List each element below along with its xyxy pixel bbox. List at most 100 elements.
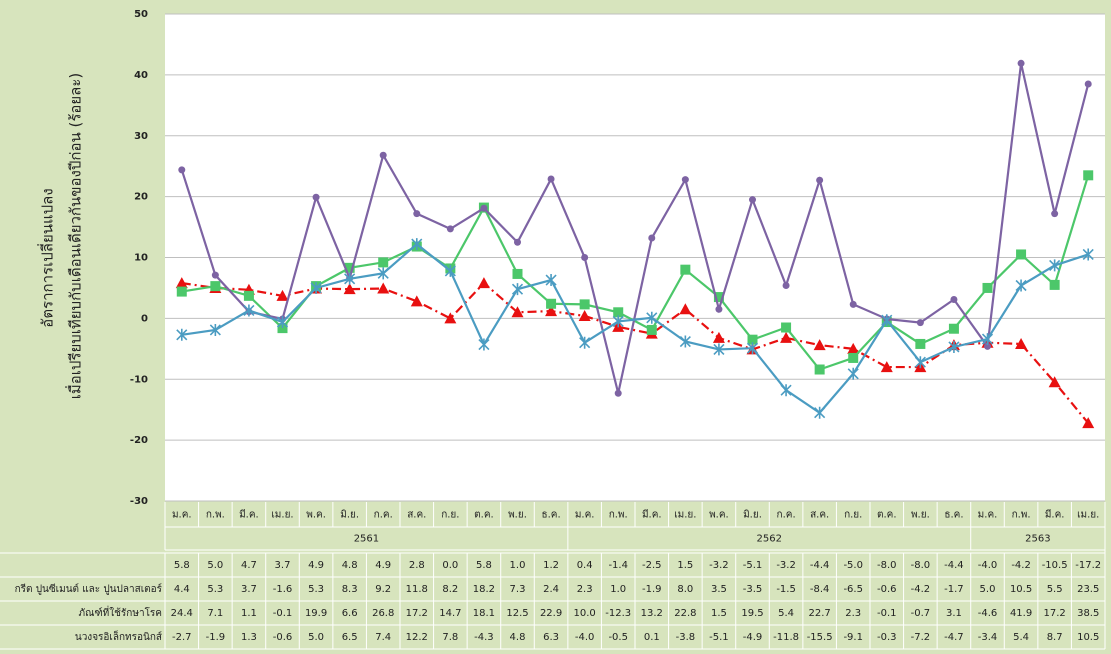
marker: [413, 210, 421, 218]
marker: [1082, 248, 1094, 261]
marker: [847, 342, 860, 354]
series-line: [180, 63, 1090, 394]
y-tick-label: 40: [134, 70, 148, 81]
marker: [377, 267, 389, 280]
table-value: 3.7: [241, 584, 257, 595]
table-value: -3.2: [709, 560, 729, 571]
marker: [813, 339, 826, 351]
marker: [277, 323, 288, 334]
table-value: 1.1: [241, 608, 257, 619]
marker: [511, 283, 524, 296]
table-value: 41.9: [1010, 608, 1032, 619]
table-value: 9.2: [375, 584, 391, 595]
table-value: 38.5: [1077, 608, 1099, 619]
table-value: 7.3: [510, 584, 526, 595]
year-label: 2562: [757, 534, 782, 545]
marker: [514, 238, 521, 246]
table-value: 14.7: [439, 608, 461, 619]
marker: [981, 333, 994, 346]
marker: [444, 312, 457, 324]
marker: [444, 264, 456, 277]
x-tick-label: ส.ค.: [407, 510, 426, 521]
marker: [512, 268, 523, 279]
table-value: -3.4: [978, 632, 998, 643]
table-value: -2.7: [172, 632, 192, 643]
marker: [746, 342, 759, 355]
marker: [579, 336, 591, 349]
table-value: -5.1: [709, 632, 729, 643]
x-tick-label: ก.พ.: [609, 510, 628, 521]
table-value: -4.6: [978, 608, 998, 619]
table-value: 5.8: [174, 560, 190, 571]
marker: [1049, 259, 1061, 272]
table-value: 6.5: [342, 632, 358, 643]
marker: [780, 384, 792, 397]
x-tick-label: ก.พ.: [1012, 510, 1031, 521]
table-value: -9.1: [843, 632, 863, 643]
x-tick-label: มิ.ย.: [340, 510, 359, 521]
marker: [178, 166, 186, 174]
x-tick-label: ก.พ.: [206, 510, 225, 521]
table-value: 10.5: [1010, 584, 1032, 595]
table-value: -15.5: [807, 632, 833, 643]
table-value: 4.4: [174, 584, 190, 595]
table-value: -12.3: [605, 608, 631, 619]
table-value: -4.2: [911, 584, 931, 595]
table-value: 5.0: [308, 632, 324, 643]
table-value: 5.3: [308, 584, 324, 595]
table-value: 4.8: [342, 560, 358, 571]
marker: [176, 328, 188, 341]
marker: [310, 281, 322, 294]
marker: [648, 234, 656, 242]
table-value: -0.1: [877, 608, 897, 619]
table-value: 22.9: [540, 608, 562, 619]
table-value: 11.8: [406, 584, 428, 595]
table-value: -1.6: [273, 584, 293, 595]
marker: [814, 364, 825, 375]
table-value: 8.7: [1047, 632, 1063, 643]
marker: [914, 356, 926, 369]
x-tick-label: ม.ค.: [172, 510, 192, 521]
marker: [578, 309, 591, 321]
table-value: 6.3: [543, 632, 559, 643]
marker: [545, 274, 557, 287]
x-tick-label: เม.ย.: [674, 510, 696, 521]
y-tick-label: 50: [134, 9, 148, 20]
table-value: 10.0: [574, 608, 596, 619]
marker: [816, 176, 824, 184]
marker: [782, 282, 790, 290]
table-value: 5.4: [1013, 632, 1029, 643]
marker: [915, 338, 926, 349]
marker: [446, 225, 454, 233]
marker: [614, 389, 622, 397]
table-value: 17.2: [1044, 608, 1066, 619]
x-tick-label: ก.ค.: [777, 510, 796, 521]
table-value: 8.0: [677, 584, 693, 595]
table-value: -17.2: [1075, 560, 1101, 571]
table-value: 17.2: [406, 608, 428, 619]
table-value: 6.6: [342, 608, 358, 619]
marker: [814, 406, 826, 419]
marker: [243, 304, 255, 317]
marker: [679, 303, 692, 315]
table-value: -4.7: [944, 632, 964, 643]
marker: [679, 335, 691, 348]
table-value: -1.7: [944, 584, 964, 595]
table-value: 5.5: [1047, 584, 1063, 595]
table-value: -10.5: [1042, 560, 1068, 571]
x-tick-label: ก.ย.: [441, 510, 459, 521]
table-value: -1.9: [642, 584, 662, 595]
table-value: -4.0: [978, 560, 998, 571]
table-value: 23.5: [1077, 584, 1099, 595]
marker: [681, 176, 689, 184]
x-tick-label: ก.ค.: [374, 510, 393, 521]
marker: [984, 342, 991, 350]
marker: [477, 277, 490, 289]
x-tick-label: มิ.ย.: [743, 510, 762, 521]
marker: [175, 277, 188, 289]
marker: [847, 367, 859, 380]
x-tick-label: ม.ค.: [575, 510, 595, 521]
table-value: 5.0: [207, 560, 223, 571]
marker: [646, 311, 658, 324]
marker: [379, 151, 387, 159]
